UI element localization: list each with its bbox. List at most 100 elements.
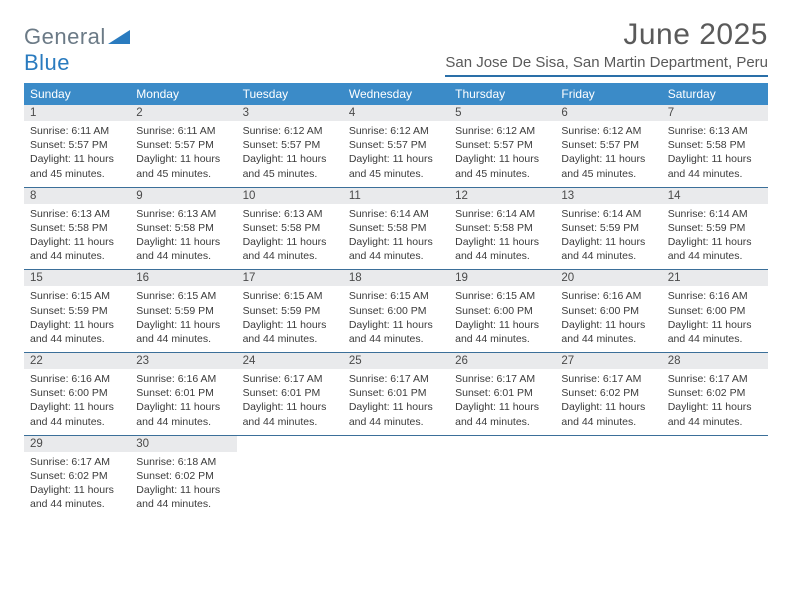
location-label: San Jose De Sisa, San Martin Department,… <box>445 54 768 77</box>
sunset-text: Sunset: 6:02 PM <box>30 469 124 483</box>
daylight-text: Daylight: 11 hours and 44 minutes. <box>136 483 230 511</box>
day-cell: 24Sunrise: 6:17 AMSunset: 6:01 PMDayligh… <box>237 353 343 435</box>
day-number: 28 <box>662 353 768 369</box>
sunset-text: Sunset: 5:57 PM <box>30 138 124 152</box>
day-details: Sunrise: 6:17 AMSunset: 6:01 PMDaylight:… <box>449 369 555 435</box>
daylight-text: Daylight: 11 hours and 45 minutes. <box>349 152 443 180</box>
day-details: Sunrise: 6:15 AMSunset: 6:00 PMDaylight:… <box>449 286 555 352</box>
day-cell: 23Sunrise: 6:16 AMSunset: 6:01 PMDayligh… <box>130 353 236 435</box>
weekday-header: Thursday <box>449 83 555 105</box>
day-number: 12 <box>449 188 555 204</box>
sunset-text: Sunset: 5:57 PM <box>136 138 230 152</box>
day-cell: 4Sunrise: 6:12 AMSunset: 5:57 PMDaylight… <box>343 105 449 187</box>
day-number: 5 <box>449 105 555 121</box>
day-cell: 10Sunrise: 6:13 AMSunset: 5:58 PMDayligh… <box>237 188 343 270</box>
sunset-text: Sunset: 5:59 PM <box>30 304 124 318</box>
weekday-header: Friday <box>555 83 661 105</box>
day-details: Sunrise: 6:12 AMSunset: 5:57 PMDaylight:… <box>449 121 555 187</box>
calendar-page: General Blue June 2025 San Jose De Sisa,… <box>0 0 792 535</box>
week-row: 1Sunrise: 6:11 AMSunset: 5:57 PMDaylight… <box>24 105 768 187</box>
sunrise-text: Sunrise: 6:17 AM <box>668 372 762 386</box>
logo-text-blue: Blue <box>24 50 70 75</box>
day-cell: 29Sunrise: 6:17 AMSunset: 6:02 PMDayligh… <box>24 436 130 518</box>
sunrise-text: Sunrise: 6:17 AM <box>455 372 549 386</box>
week-row: 15Sunrise: 6:15 AMSunset: 5:59 PMDayligh… <box>24 269 768 352</box>
day-details: Sunrise: 6:14 AMSunset: 5:58 PMDaylight:… <box>343 204 449 270</box>
day-cell <box>237 436 343 518</box>
sunrise-text: Sunrise: 6:15 AM <box>349 289 443 303</box>
day-details: Sunrise: 6:13 AMSunset: 5:58 PMDaylight:… <box>130 204 236 270</box>
day-details: Sunrise: 6:11 AMSunset: 5:57 PMDaylight:… <box>130 121 236 187</box>
sunrise-text: Sunrise: 6:15 AM <box>243 289 337 303</box>
daylight-text: Daylight: 11 hours and 44 minutes. <box>349 235 443 263</box>
day-number: 8 <box>24 188 130 204</box>
day-number: 3 <box>237 105 343 121</box>
day-details: Sunrise: 6:13 AMSunset: 5:58 PMDaylight:… <box>24 204 130 270</box>
day-number: 23 <box>130 353 236 369</box>
sunset-text: Sunset: 6:00 PM <box>561 304 655 318</box>
day-cell: 3Sunrise: 6:12 AMSunset: 5:57 PMDaylight… <box>237 105 343 187</box>
sunset-text: Sunset: 5:59 PM <box>668 221 762 235</box>
day-number: 16 <box>130 270 236 286</box>
logo-text-general: General <box>24 24 106 49</box>
day-details: Sunrise: 6:14 AMSunset: 5:59 PMDaylight:… <box>662 204 768 270</box>
day-cell: 28 Sunrise: 6:17 AMSunset: 6:02 PMDayligh… <box>662 353 768 435</box>
day-cell: 8Sunrise: 6:13 AMSunset: 5:58 PMDaylight… <box>24 188 130 270</box>
weekday-header: Wednesday <box>343 83 449 105</box>
day-details: Sunrise: 6:13 AMSunset: 5:58 PMDaylight:… <box>237 204 343 270</box>
day-number: 14 <box>662 188 768 204</box>
day-cell: 7Sunrise: 6:13 AMSunset: 5:58 PMDaylight… <box>662 105 768 187</box>
daylight-text: Daylight: 11 hours and 44 minutes. <box>668 318 762 346</box>
daylight-text: Daylight: 11 hours and 45 minutes. <box>243 152 337 180</box>
day-number: 13 <box>555 188 661 204</box>
day-cell: 21Sunrise: 6:16 AMSunset: 6:00 PMDayligh… <box>662 270 768 352</box>
day-cell: 1Sunrise: 6:11 AMSunset: 5:57 PMDaylight… <box>24 105 130 187</box>
day-number: 24 <box>237 353 343 369</box>
sunrise-text: Sunrise: 6:17 AM <box>243 372 337 386</box>
day-cell: 14Sunrise: 6:14 AMSunset: 5:59 PMDayligh… <box>662 188 768 270</box>
sunrise-text: Sunrise: 6:14 AM <box>668 207 762 221</box>
daylight-text: Daylight: 11 hours and 44 minutes. <box>668 235 762 263</box>
week-row: 22Sunrise: 6:16 AMSunset: 6:00 PMDayligh… <box>24 352 768 435</box>
daylight-text: Daylight: 11 hours and 44 minutes. <box>668 400 762 428</box>
day-details: Sunrise: 6:14 AMSunset: 5:58 PMDaylight:… <box>449 204 555 270</box>
sunrise-text: Sunrise: 6:15 AM <box>455 289 549 303</box>
day-number: 18 <box>343 270 449 286</box>
day-number: 6 <box>555 105 661 121</box>
sunset-text: Sunset: 5:59 PM <box>561 221 655 235</box>
sunset-text: Sunset: 5:57 PM <box>349 138 443 152</box>
sunset-text: Sunset: 5:59 PM <box>243 304 337 318</box>
sunset-text: Sunset: 6:01 PM <box>243 386 337 400</box>
day-details: Sunrise: 6:16 AMSunset: 6:00 PMDaylight:… <box>555 286 661 352</box>
sunrise-text: Sunrise: 6:12 AM <box>243 124 337 138</box>
day-cell: 5Sunrise: 6:12 AMSunset: 5:57 PMDaylight… <box>449 105 555 187</box>
weekday-header: Sunday <box>24 83 130 105</box>
day-number: 22 <box>24 353 130 369</box>
day-details: Sunrise: 6:11 AMSunset: 5:57 PMDaylight:… <box>24 121 130 187</box>
sunset-text: Sunset: 6:01 PM <box>136 386 230 400</box>
day-details: Sunrise: 6:12 AMSunset: 5:57 PMDaylight:… <box>555 121 661 187</box>
daylight-text: Daylight: 11 hours and 45 minutes. <box>30 152 124 180</box>
sunset-text: Sunset: 6:00 PM <box>349 304 443 318</box>
day-cell: 19Sunrise: 6:15 AMSunset: 6:00 PMDayligh… <box>449 270 555 352</box>
sunrise-text: Sunrise: 6:13 AM <box>30 207 124 221</box>
day-number: 20 <box>555 270 661 286</box>
daylight-text: Daylight: 11 hours and 44 minutes. <box>136 400 230 428</box>
sunset-text: Sunset: 6:02 PM <box>136 469 230 483</box>
sunset-text: Sunset: 5:57 PM <box>561 138 655 152</box>
daylight-text: Daylight: 11 hours and 44 minutes. <box>561 400 655 428</box>
day-details: Sunrise: 6:18 AMSunset: 6:02 PMDaylight:… <box>130 452 236 518</box>
week-row: 8Sunrise: 6:13 AMSunset: 5:58 PMDaylight… <box>24 187 768 270</box>
daylight-text: Daylight: 11 hours and 44 minutes. <box>243 400 337 428</box>
sunset-text: Sunset: 6:02 PM <box>668 386 762 400</box>
sunrise-text: Sunrise: 6:16 AM <box>561 289 655 303</box>
day-cell: 25Sunrise: 6:17 AMSunset: 6:01 PMDayligh… <box>343 353 449 435</box>
day-details: Sunrise: 6:17 AMSunset: 6:02 PMDaylight:… <box>24 452 130 518</box>
day-number: 25 <box>343 353 449 369</box>
day-details: Sunrise: 6:17 AMSunset: 6:01 PMDaylight:… <box>237 369 343 435</box>
weekday-header: Tuesday <box>237 83 343 105</box>
daylight-text: Daylight: 11 hours and 44 minutes. <box>30 235 124 263</box>
day-number: 29 <box>24 436 130 452</box>
sunrise-text: Sunrise: 6:17 AM <box>30 455 124 469</box>
day-cell: 16Sunrise: 6:15 AMSunset: 5:59 PMDayligh… <box>130 270 236 352</box>
